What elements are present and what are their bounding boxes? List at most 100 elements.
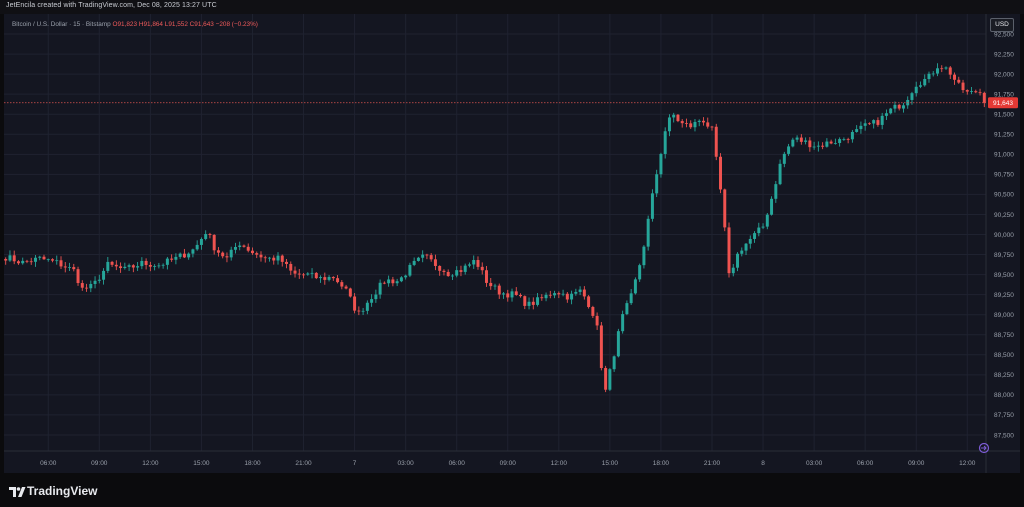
candlestick-chart[interactable]: 87,500 87,750 88,000 88,250 88,500 88,750 89,0… [4,14,1020,473]
candle-body [731,267,735,274]
candle-body [199,238,203,245]
candle-body [974,91,978,93]
candle-body [489,282,493,287]
candle-body [961,82,965,91]
candle-body [804,140,808,142]
candle-body [319,277,323,279]
candle-body [736,253,740,268]
legend-symbol[interactable]: Bitcoin / U.S. Dollar · 15 · Bitstamp [12,21,111,28]
candle-body [480,266,484,271]
candle-body [59,260,63,267]
currency-button[interactable]: USD [990,18,1014,32]
candle-body [182,253,186,258]
scroll-to-realtime-icon[interactable] [978,442,990,454]
x-tick-label: 12:00 [959,460,976,467]
candle-body [293,270,297,274]
candle-body [970,91,974,93]
candle-body [361,310,365,312]
candle-body [378,282,382,295]
candle-body [455,270,459,276]
y-tick-label: 89,750 [994,252,1014,259]
x-tick-label: 09:00 [908,460,925,467]
x-tick-label: 15:00 [193,460,210,467]
brand-name[interactable]: TradingView [27,484,98,498]
y-tick-label: 90,750 [994,172,1014,179]
candle-body [672,114,676,118]
candle-body [4,258,8,261]
candle-body [936,68,939,74]
candle-body [931,73,935,75]
candle-body [391,279,395,284]
candle-body [753,233,757,239]
candle-body [540,297,544,299]
candle-body [131,265,135,268]
candle-body [502,293,505,295]
x-tick-label: 06:00 [857,460,874,467]
candle-body [591,306,595,316]
candle-body [893,104,897,109]
candle-body [476,260,480,267]
candle-body [340,282,344,287]
candle-body [918,85,922,87]
candle-body [850,131,854,140]
candle-body [442,270,446,272]
candle-body [816,145,820,147]
candle-body [357,310,361,312]
y-tick-label: 87,500 [994,432,1014,439]
chart-pane[interactable]: 87,500 87,750 88,000 88,250 88,500 88,750 89,0… [4,14,1020,473]
candle-body [595,315,599,326]
candle-body [85,287,89,289]
candle-body [808,140,812,148]
candle-body [825,141,829,147]
candle-body [689,123,693,128]
candle-body [46,259,50,261]
legend-close: C91,643 [189,21,214,28]
x-tick-label: 09:00 [500,460,517,467]
candle-body [289,263,293,271]
candle-body [740,250,744,254]
candle-body [242,245,246,247]
candle-body [757,227,761,234]
candle-body [153,266,157,267]
y-tick-label: 91,000 [994,152,1014,159]
candle-body [382,282,386,284]
candle-body [280,255,284,262]
candle-body [144,260,148,265]
candle-body [399,277,403,282]
candle-body [33,257,37,262]
candle-body [212,234,216,251]
candle-body [706,122,710,127]
candle-body [157,265,161,267]
candle-body [748,238,752,244]
candle-body [846,139,850,140]
candle-body [799,137,803,142]
candle-body [880,115,884,125]
candle-body [140,260,144,267]
candle-body [187,253,191,258]
x-tick-label: 06:00 [40,460,57,467]
symbol-legend: Bitcoin / U.S. Dollar · 15 · Bitstamp O9… [12,21,258,28]
candle-body [889,108,893,114]
candle-body [433,259,437,266]
candle-body [629,293,633,304]
tradingview-logo-icon [9,487,26,497]
candle-body [306,273,310,275]
y-tick-label: 92,250 [994,51,1014,58]
candle-body [897,104,901,109]
candle-body [965,90,969,92]
candle-body [765,214,769,227]
candle-body [255,253,259,255]
candle-body [876,120,880,125]
candle-body [833,142,837,144]
candle-body [485,270,488,283]
candle-body [791,139,795,147]
candle-body [395,281,399,284]
candle-body [221,252,225,257]
candle-body [978,92,982,94]
candle-body [625,303,629,315]
y-tick-label: 88,000 [994,392,1014,399]
candle-body [51,259,54,261]
candle-body [493,285,497,287]
candle-body [821,145,825,147]
candle-body [650,193,654,219]
